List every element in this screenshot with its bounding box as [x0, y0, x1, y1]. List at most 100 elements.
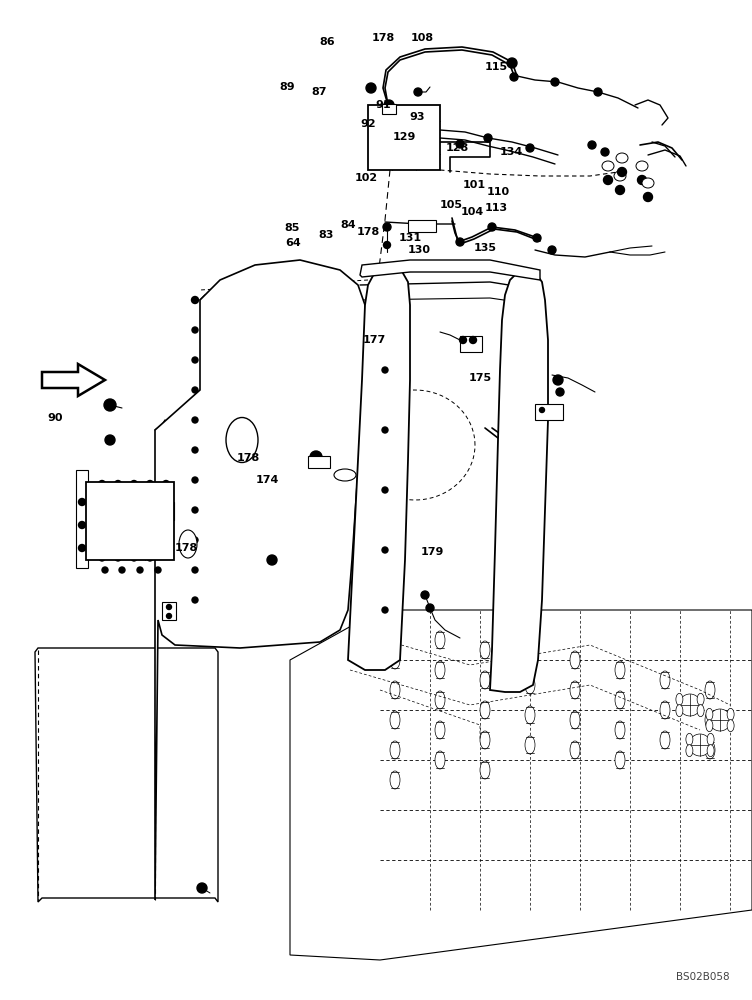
Circle shape — [102, 567, 108, 573]
Text: 178: 178 — [372, 33, 395, 43]
Ellipse shape — [660, 731, 670, 749]
Ellipse shape — [615, 691, 625, 709]
Circle shape — [526, 144, 534, 152]
Ellipse shape — [686, 745, 693, 757]
Circle shape — [197, 883, 207, 893]
Circle shape — [382, 367, 388, 373]
Circle shape — [99, 555, 105, 561]
Circle shape — [644, 192, 653, 202]
Ellipse shape — [636, 161, 648, 171]
Ellipse shape — [525, 646, 535, 664]
Circle shape — [382, 487, 388, 493]
Text: 179: 179 — [420, 547, 444, 557]
Ellipse shape — [676, 705, 683, 717]
Text: 113: 113 — [485, 203, 508, 213]
Ellipse shape — [480, 761, 490, 779]
Circle shape — [382, 547, 388, 553]
Circle shape — [78, 544, 86, 552]
Polygon shape — [348, 265, 410, 670]
Circle shape — [594, 88, 602, 96]
Text: 115: 115 — [485, 62, 508, 72]
Circle shape — [382, 427, 388, 433]
Ellipse shape — [525, 736, 535, 754]
Polygon shape — [35, 648, 218, 902]
Circle shape — [601, 148, 609, 156]
Text: 175: 175 — [468, 373, 491, 383]
Ellipse shape — [727, 720, 734, 732]
Circle shape — [162, 481, 169, 488]
Circle shape — [553, 375, 563, 385]
Circle shape — [165, 504, 169, 510]
Ellipse shape — [705, 681, 715, 699]
Text: 83: 83 — [318, 230, 333, 240]
Circle shape — [421, 591, 429, 599]
Circle shape — [267, 555, 277, 565]
Ellipse shape — [525, 706, 535, 724]
Circle shape — [604, 176, 612, 184]
Circle shape — [78, 522, 86, 528]
Circle shape — [539, 408, 544, 412]
Text: 130: 130 — [408, 245, 431, 255]
Ellipse shape — [390, 621, 400, 639]
Text: 87: 87 — [312, 87, 327, 97]
Circle shape — [456, 238, 464, 246]
Ellipse shape — [570, 741, 580, 759]
Circle shape — [155, 567, 161, 573]
Ellipse shape — [616, 153, 628, 163]
Circle shape — [638, 176, 647, 184]
Circle shape — [384, 241, 390, 248]
Circle shape — [484, 134, 492, 142]
Ellipse shape — [435, 691, 445, 709]
Circle shape — [488, 223, 496, 231]
Ellipse shape — [435, 721, 445, 739]
Ellipse shape — [570, 651, 580, 669]
Ellipse shape — [727, 708, 734, 720]
Circle shape — [78, 498, 86, 506]
Text: 64: 64 — [286, 238, 301, 248]
Bar — [368, 105, 440, 170]
Circle shape — [469, 336, 477, 344]
Circle shape — [533, 234, 541, 242]
Text: 89: 89 — [280, 82, 295, 92]
Ellipse shape — [179, 530, 197, 558]
Circle shape — [556, 388, 564, 396]
Ellipse shape — [435, 631, 445, 649]
Ellipse shape — [615, 721, 625, 739]
Ellipse shape — [689, 734, 711, 756]
Circle shape — [192, 357, 198, 363]
Circle shape — [588, 141, 596, 149]
Bar — [160, 502, 174, 520]
Circle shape — [192, 477, 198, 483]
Circle shape — [105, 435, 115, 445]
Bar — [308, 456, 330, 468]
Ellipse shape — [334, 469, 356, 481]
Bar — [382, 104, 396, 114]
Circle shape — [192, 296, 199, 304]
Text: 178: 178 — [237, 453, 259, 463]
Ellipse shape — [679, 694, 701, 716]
Circle shape — [192, 597, 198, 603]
Ellipse shape — [706, 708, 713, 720]
Circle shape — [456, 140, 464, 148]
Polygon shape — [155, 260, 365, 900]
Polygon shape — [42, 364, 105, 396]
Ellipse shape — [705, 741, 715, 759]
Ellipse shape — [226, 418, 258, 462]
Circle shape — [192, 567, 198, 573]
Circle shape — [147, 555, 153, 561]
Ellipse shape — [435, 661, 445, 679]
Text: 101: 101 — [462, 180, 485, 190]
Ellipse shape — [570, 711, 580, 729]
Text: 104: 104 — [461, 207, 484, 217]
Bar — [460, 336, 482, 352]
Circle shape — [99, 481, 105, 488]
Circle shape — [382, 607, 388, 613]
Bar — [76, 470, 88, 568]
Text: 134: 134 — [500, 147, 523, 157]
Ellipse shape — [480, 671, 490, 689]
Ellipse shape — [709, 709, 731, 731]
Ellipse shape — [602, 161, 614, 171]
Ellipse shape — [614, 171, 626, 181]
Circle shape — [192, 387, 198, 393]
Text: 92: 92 — [361, 119, 376, 129]
